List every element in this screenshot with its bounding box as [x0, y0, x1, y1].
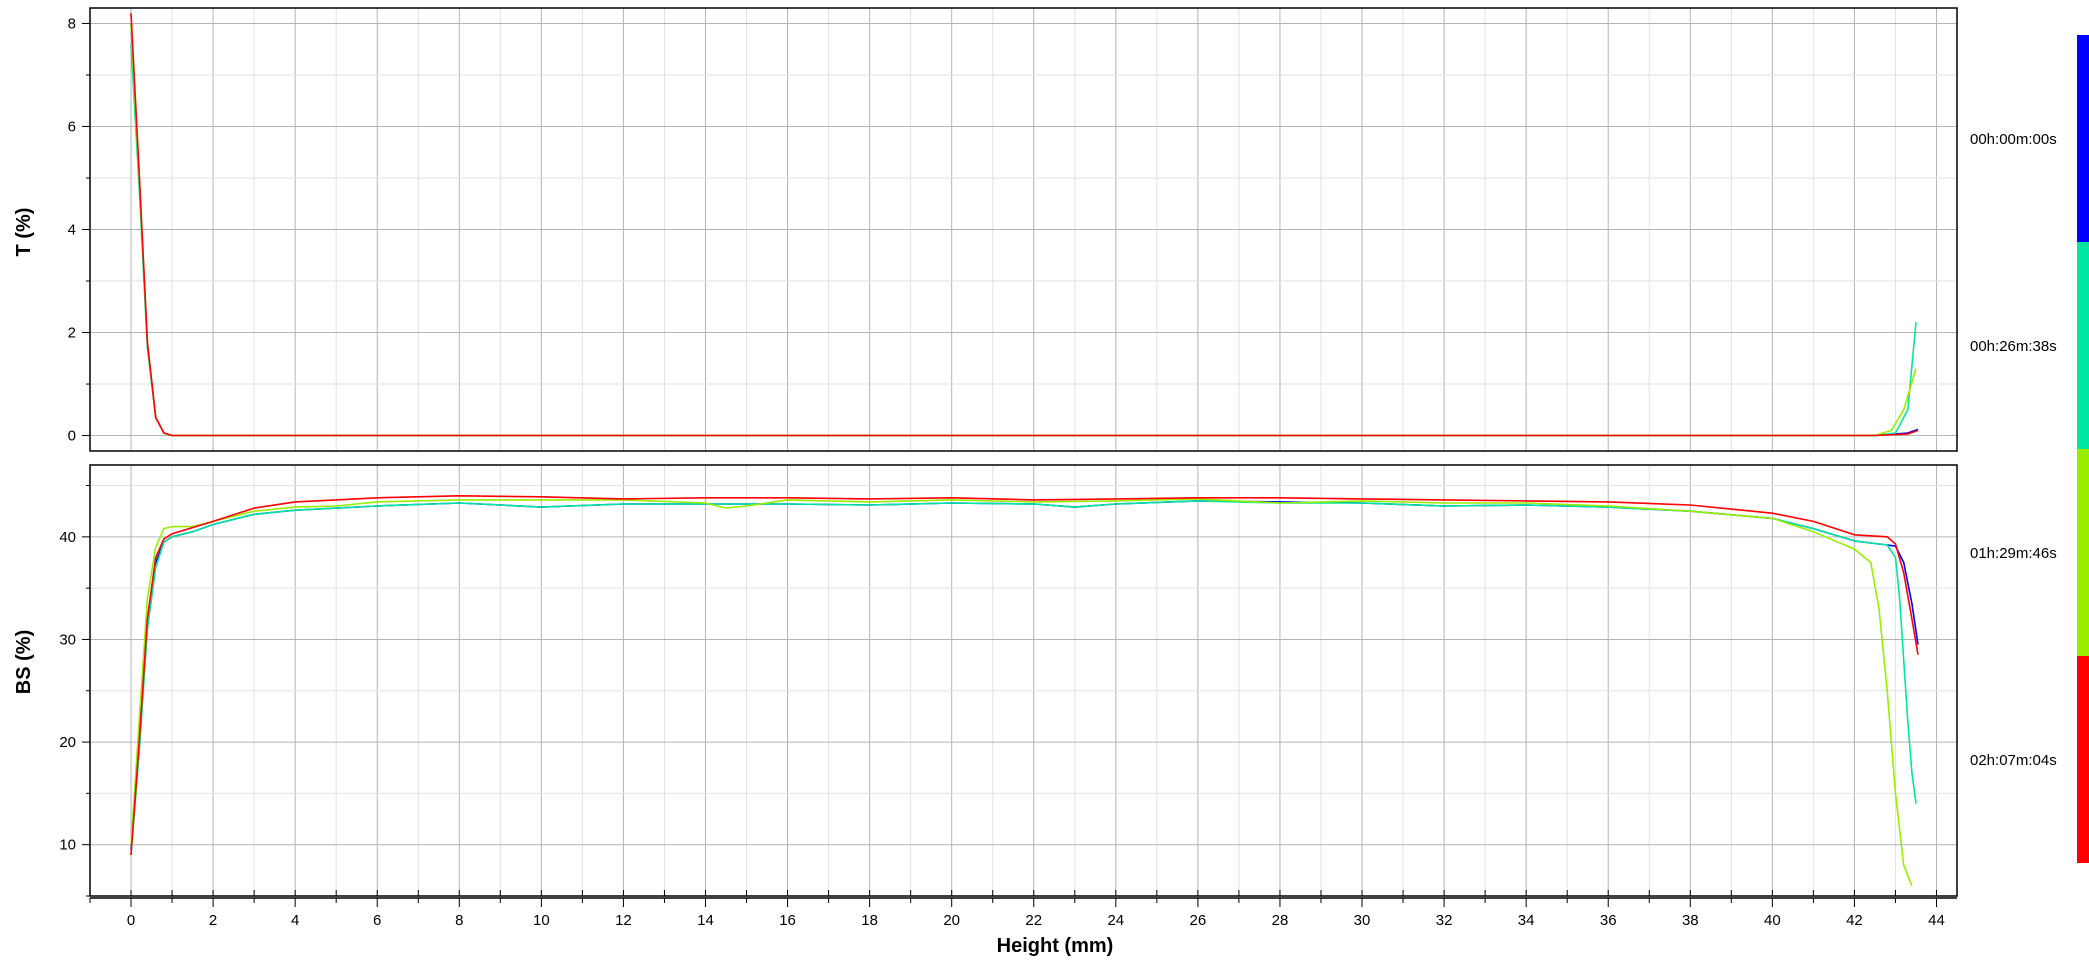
- x-tick-label: 4: [291, 912, 299, 929]
- x-axis: 0 2 4 6 8 10 12 14 16 18 20 22 24 26 28 30 32 34 36 38 40 42 4…: [89, 890, 1957, 929]
- x-tick-label: 44: [1928, 912, 1945, 929]
- y-tick-label: 0: [68, 428, 76, 445]
- x-tick-label: 16: [779, 912, 796, 929]
- transmission-panel: 0 2 4 6 8: [68, 7, 1958, 452]
- x-tick-label: 22: [1025, 912, 1042, 929]
- y-tick-label: 6: [68, 118, 76, 135]
- bs-axis-title: BS (%): [13, 630, 35, 694]
- x-tick-label: 10: [533, 912, 550, 929]
- legend-swatch: [2077, 449, 2089, 656]
- x-tick-label: 2: [209, 912, 217, 929]
- x-axis-title: Height (mm): [997, 935, 1114, 957]
- legend-label: 01h:29m:46s: [1970, 545, 2057, 562]
- x-tick-label: 36: [1600, 912, 1617, 929]
- x-tick-label: 32: [1436, 912, 1453, 929]
- legend-swatch: [2077, 656, 2089, 863]
- x-tick-label: 38: [1682, 912, 1699, 929]
- legend-label: 00h:00m:00s: [1970, 131, 2057, 148]
- x-tick-label: 40: [1764, 912, 1781, 929]
- y-tick-label: 40: [59, 529, 76, 546]
- backscattering-panel: 10 20 30 40: [59, 464, 1958, 897]
- legend: 00h:00m:00s 00h:26m:38s 01h:29m:46s 02h:07m…: [1970, 35, 2089, 863]
- series-line-2: [130, 44, 1917, 437]
- x-tick-label: 42: [1846, 912, 1863, 929]
- x-tick-label: 12: [615, 912, 632, 929]
- y-tick-label: 2: [68, 325, 76, 342]
- legend-label: 02h:07m:04s: [1970, 752, 2057, 769]
- y-tick-label: 30: [59, 631, 76, 648]
- y-tick-label: 4: [68, 222, 76, 239]
- series-line-3: [130, 498, 1913, 886]
- x-tick-label: 20: [943, 912, 960, 929]
- legend-swatch: [2077, 242, 2089, 449]
- y-tick-label: 8: [68, 15, 76, 32]
- x-tick-label: 26: [1190, 912, 1207, 929]
- x-tick-label: 18: [861, 912, 878, 929]
- series-line-2: [130, 500, 1917, 856]
- plot-frame: [89, 464, 1958, 897]
- x-tick-label: 24: [1107, 912, 1124, 929]
- x-tick-label: 34: [1518, 912, 1535, 929]
- x-tick-label: 30: [1354, 912, 1371, 929]
- x-tick-label: 14: [697, 912, 714, 929]
- series-line-1: [130, 500, 1919, 850]
- legend-swatch: [2077, 35, 2089, 242]
- x-tick-label: 28: [1272, 912, 1289, 929]
- y-tick-label: 10: [59, 837, 76, 854]
- series-line-4: [130, 13, 1919, 437]
- legend-label: 00h:26m:38s: [1970, 338, 2057, 355]
- x-tick-label: 0: [127, 912, 135, 929]
- x-tick-label: 8: [455, 912, 463, 929]
- t-axis-title: T (%): [13, 208, 35, 257]
- x-tick-label: 6: [373, 912, 381, 929]
- series-line-4: [130, 494, 1919, 856]
- y-tick-label: 20: [59, 734, 76, 751]
